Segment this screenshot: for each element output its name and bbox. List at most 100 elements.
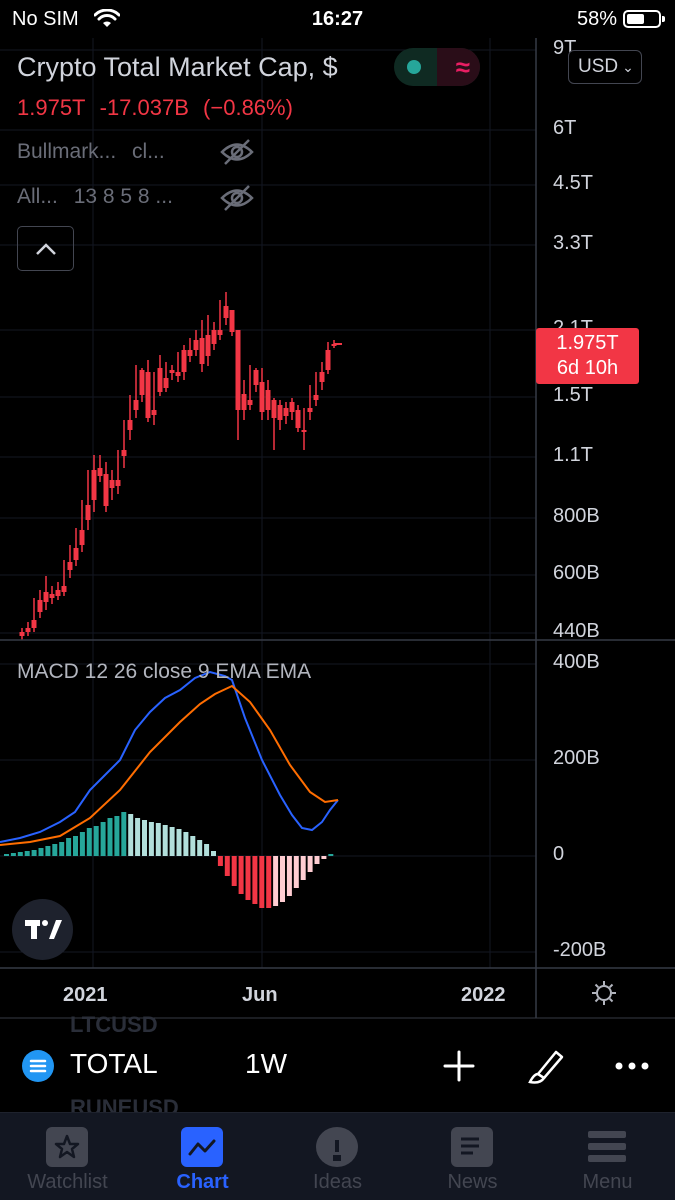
- macd-bar: [204, 844, 210, 856]
- candle-body: [181, 350, 187, 372]
- candles: [19, 292, 342, 640]
- macd-bar: [176, 829, 182, 856]
- macd-legend[interactable]: MACD 12 26 close 9 EMA EMA: [17, 660, 312, 683]
- candle-body: [19, 632, 25, 636]
- candle-body: [43, 592, 49, 602]
- macd-bar: [217, 856, 223, 866]
- tab-chart[interactable]: Chart: [135, 1113, 270, 1200]
- tradingview-logo[interactable]: [12, 899, 73, 960]
- last-price-badge: 1.975T 6d 10h: [536, 328, 639, 384]
- eye-off-icon[interactable]: [220, 183, 254, 213]
- candle-body: [169, 370, 175, 373]
- candle-body: [325, 350, 331, 370]
- macd-bar: [321, 856, 327, 859]
- candle-body: [79, 530, 85, 545]
- candle-body: [121, 450, 127, 456]
- menu-icon: [586, 1127, 628, 1167]
- candle-body: [85, 505, 91, 520]
- price-axis-label: 800B: [553, 505, 600, 527]
- news-icon: [451, 1127, 493, 1167]
- collapse-legend-button[interactable]: [17, 226, 74, 271]
- candle-body: [319, 372, 325, 382]
- chevron-up-icon: [36, 243, 56, 255]
- price-chart[interactable]: [0, 0, 675, 1020]
- candle-body: [91, 470, 97, 500]
- macd-bar: [162, 825, 168, 856]
- candle-body: [145, 372, 151, 418]
- candle-body: [115, 480, 121, 486]
- candle-body: [25, 628, 31, 632]
- tab-menu[interactable]: Menu: [540, 1113, 675, 1200]
- macd-bar: [107, 818, 113, 856]
- candle-body: [223, 306, 229, 318]
- candle-body: [37, 600, 43, 612]
- macd-bar: [211, 851, 216, 856]
- eye-off-icon[interactable]: [220, 137, 254, 167]
- macd-bar: [259, 856, 265, 908]
- indicator-bullmark[interactable]: Bullmark... cl...: [17, 140, 165, 164]
- bottom-tab-bar: Watchlist Chart Ideas News Menu: [0, 1112, 675, 1200]
- macd-bar: [155, 823, 161, 856]
- candle-body: [199, 338, 205, 364]
- candle-body: [271, 400, 277, 418]
- macd-bar: [100, 822, 106, 856]
- symbol-title[interactable]: Crypto Total Market Cap, $: [17, 52, 338, 82]
- price-change-percent: (−0.86%): [203, 95, 293, 120]
- candle-body: [295, 410, 301, 428]
- candle-body: [49, 594, 55, 598]
- tab-label: Chart: [176, 1171, 229, 1193]
- chart-icon: [181, 1127, 223, 1167]
- macd-bar: [197, 840, 203, 856]
- symbol-name[interactable]: TOTAL: [70, 1048, 158, 1079]
- chart-mode-toggle[interactable]: ≈: [394, 48, 480, 86]
- macd-bar: [10, 853, 16, 856]
- candle-body: [235, 330, 241, 410]
- indicator-name: Bullmark...: [17, 140, 117, 163]
- tab-news[interactable]: News: [405, 1113, 540, 1200]
- macd-axis-label: -200B: [553, 939, 607, 961]
- last-price: 1.975T: [17, 95, 86, 120]
- badge-countdown: 6d 10h: [556, 357, 619, 379]
- candle-body: [313, 395, 319, 400]
- macd-bar: [307, 856, 313, 872]
- price-change: -17.037B: [99, 95, 189, 120]
- macd-axis-label: 200B: [553, 747, 600, 769]
- currency-value: USD: [578, 56, 619, 77]
- candle-body: [247, 400, 253, 405]
- macd-bar: [224, 856, 230, 876]
- macd-bar: [266, 856, 272, 908]
- price-axis-label: 4.5T: [553, 172, 594, 194]
- brush-icon[interactable]: [524, 1044, 568, 1088]
- macd-bar: [314, 856, 320, 864]
- currency-select[interactable]: USD ⌄: [568, 50, 642, 84]
- more-icon[interactable]: [610, 1044, 654, 1088]
- price-axis-label: 3.3T: [553, 232, 594, 254]
- time-label-2021: 2021: [63, 984, 108, 1006]
- macd-bar: [300, 856, 306, 880]
- chart-grid: [0, 38, 536, 968]
- settings-gear-icon[interactable]: [591, 980, 617, 1006]
- status-bar: No SIM 16:27 58%: [0, 0, 675, 38]
- signal-line: [0, 684, 339, 846]
- indicator-params: cl...: [132, 140, 165, 163]
- interval-select[interactable]: 1W: [245, 1048, 287, 1079]
- indicator-all[interactable]: All... 13 8 5 8 ...: [17, 185, 173, 209]
- prev-symbol-hint[interactable]: LTCUSD: [70, 1012, 158, 1037]
- tab-label: Ideas: [313, 1171, 362, 1193]
- candle-body: [307, 408, 313, 412]
- candle-body: [109, 480, 115, 488]
- tab-ideas[interactable]: Ideas: [270, 1113, 405, 1200]
- tab-label: Watchlist: [27, 1171, 108, 1193]
- candle-body: [265, 390, 271, 410]
- candle-body: [253, 370, 259, 385]
- plus-icon[interactable]: [437, 1044, 481, 1088]
- star-icon: [46, 1127, 88, 1167]
- tab-label: Menu: [582, 1171, 633, 1193]
- candle-body: [67, 562, 73, 570]
- macd-bar: [293, 856, 299, 888]
- indicator-name: All...: [17, 185, 58, 208]
- candle-body: [151, 410, 157, 415]
- tab-watchlist[interactable]: Watchlist: [0, 1113, 135, 1200]
- macd-bar: [38, 848, 44, 856]
- tv-logo-icon: [25, 920, 62, 939]
